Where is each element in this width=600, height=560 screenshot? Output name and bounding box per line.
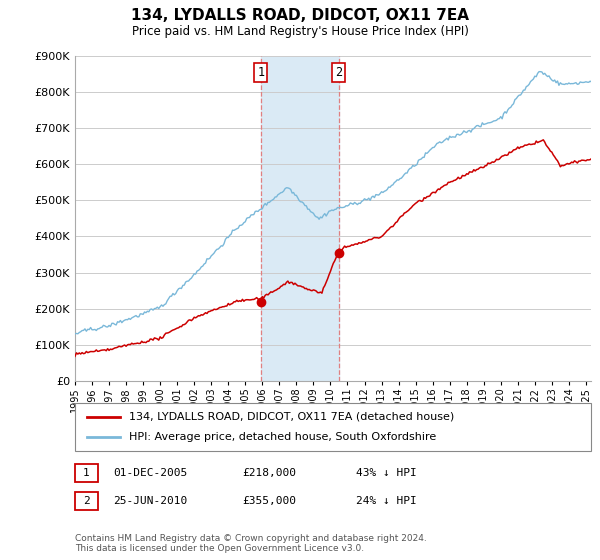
Text: 24% ↓ HPI: 24% ↓ HPI: [356, 496, 416, 506]
Text: 43% ↓ HPI: 43% ↓ HPI: [356, 468, 416, 478]
Text: 134, LYDALLS ROAD, DIDCOT, OX11 7EA: 134, LYDALLS ROAD, DIDCOT, OX11 7EA: [131, 8, 469, 24]
Text: 01-DEC-2005: 01-DEC-2005: [113, 468, 187, 478]
Text: 134, LYDALLS ROAD, DIDCOT, OX11 7EA (detached house): 134, LYDALLS ROAD, DIDCOT, OX11 7EA (det…: [129, 412, 454, 422]
Text: 1: 1: [83, 468, 90, 478]
Text: Contains HM Land Registry data © Crown copyright and database right 2024.
This d: Contains HM Land Registry data © Crown c…: [75, 534, 427, 553]
Text: 1: 1: [257, 66, 265, 79]
Text: HPI: Average price, detached house, South Oxfordshire: HPI: Average price, detached house, Sout…: [129, 432, 436, 442]
Text: 25-JUN-2010: 25-JUN-2010: [113, 496, 187, 506]
Text: Price paid vs. HM Land Registry's House Price Index (HPI): Price paid vs. HM Land Registry's House …: [131, 25, 469, 38]
Text: 2: 2: [83, 496, 90, 506]
Text: £355,000: £355,000: [242, 496, 296, 506]
Bar: [261, 56, 339, 381]
Text: £218,000: £218,000: [242, 468, 296, 478]
Text: 2: 2: [335, 66, 343, 79]
